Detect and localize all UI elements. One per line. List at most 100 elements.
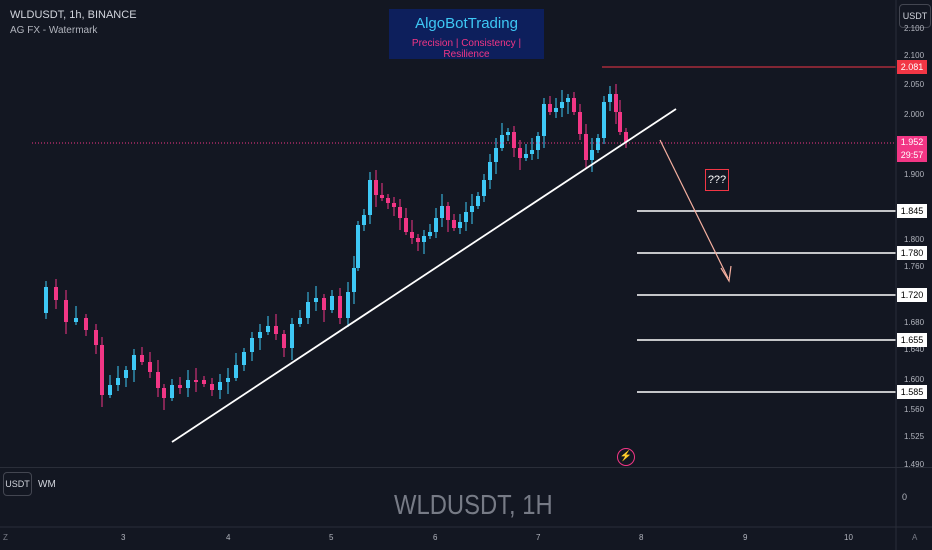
candle-body xyxy=(482,180,486,196)
candle-body xyxy=(446,206,450,220)
time-axis-edge-left: Z xyxy=(3,533,8,542)
candle-body xyxy=(64,300,68,322)
candle-body xyxy=(428,232,432,236)
price-tick: 2.050 xyxy=(904,80,925,89)
candle-body xyxy=(380,195,384,198)
candle-body xyxy=(140,355,144,362)
lightning-icon[interactable]: ⚡ xyxy=(617,448,635,466)
candle-body xyxy=(54,287,58,300)
candle-body xyxy=(596,138,600,150)
candle-body xyxy=(148,362,152,372)
candle-body xyxy=(330,296,334,310)
pane-divider[interactable] xyxy=(0,467,932,468)
candle-body xyxy=(94,330,98,345)
time-tick: 5 xyxy=(329,533,334,542)
symbol-title[interactable]: WLDUSDT, 1h, BINANCE xyxy=(10,9,137,21)
candle-body xyxy=(132,355,136,370)
candle-body xyxy=(352,268,356,292)
candle-body xyxy=(548,104,552,112)
candle-body xyxy=(392,203,396,207)
level-label: 1.845 xyxy=(897,204,927,218)
currency-button[interactable]: USDT xyxy=(899,4,931,28)
question-annotation[interactable]: ??? xyxy=(705,169,729,191)
time-tick: 3 xyxy=(121,533,126,542)
price-tick: 1.600 xyxy=(904,375,925,384)
candle-body xyxy=(170,385,174,398)
pane-indicator-label[interactable]: WM xyxy=(38,479,56,490)
candle-body xyxy=(470,206,474,212)
candle-body xyxy=(356,225,360,268)
time-axis-edge-right: A xyxy=(912,533,918,542)
candle-body xyxy=(566,98,570,102)
pane-currency-button[interactable]: USDT xyxy=(3,472,32,496)
candle-body xyxy=(306,302,310,318)
candle-body xyxy=(156,372,160,388)
candle-body xyxy=(578,112,582,134)
candle-body xyxy=(84,318,88,330)
candle-body xyxy=(506,132,510,135)
candle-body xyxy=(258,332,262,338)
candle-body xyxy=(618,112,622,132)
level-label: 1.720 xyxy=(897,288,927,302)
candle-body xyxy=(554,108,558,112)
candle-body xyxy=(536,136,540,150)
candle-body xyxy=(322,298,326,310)
time-tick: 8 xyxy=(639,533,644,542)
candle-body xyxy=(368,180,372,215)
price-tick: 1.560 xyxy=(904,405,925,414)
candle-body xyxy=(488,162,492,180)
candle-body xyxy=(416,238,420,242)
candle-body xyxy=(250,338,254,352)
candle-body xyxy=(210,384,214,390)
price-tick: 1.490 xyxy=(904,460,925,469)
candle-body xyxy=(464,212,468,222)
indicator-title[interactable]: AG FX - Watermark xyxy=(10,25,98,36)
candle-body xyxy=(386,198,390,203)
candle-body xyxy=(398,207,402,218)
candle-body xyxy=(374,180,378,195)
candle-body xyxy=(404,218,408,232)
current-price-value: 1.952 xyxy=(900,137,924,147)
price-tick: 1.525 xyxy=(904,432,925,441)
level-label: 1.780 xyxy=(897,246,927,260)
time-tick: 9 xyxy=(743,533,748,542)
price-tick: 2.100 xyxy=(904,24,925,33)
candle-body xyxy=(194,380,198,382)
candle-body xyxy=(434,218,438,232)
candle-body xyxy=(274,326,278,334)
logo-tagline: Precision | Consistency | Resilience xyxy=(411,38,522,60)
time-tick: 10 xyxy=(844,533,853,542)
candle-body xyxy=(362,215,366,225)
candle-body xyxy=(44,287,48,313)
candle-body xyxy=(266,326,270,332)
candle-body xyxy=(74,318,78,322)
logo-box: AlgoBotTrading Precision | Consistency |… xyxy=(389,9,544,60)
price-tick: 1.760 xyxy=(904,262,925,271)
trendline xyxy=(171,108,677,443)
time-tick: 7 xyxy=(536,533,541,542)
candle-body xyxy=(282,334,286,348)
candle-body xyxy=(584,134,588,160)
projection-arrow xyxy=(659,139,729,279)
price-tick: 1.800 xyxy=(904,235,925,244)
candle-body xyxy=(458,222,462,228)
candle-body xyxy=(338,296,342,318)
level-label: 1.585 xyxy=(897,385,927,399)
candle-body xyxy=(186,380,190,388)
candle-body xyxy=(202,380,206,384)
logo-title: AlgoBotTrading xyxy=(415,15,518,32)
candle-body xyxy=(162,388,166,398)
candle-body xyxy=(452,220,456,228)
symbol-watermark: WLDUSDT, 1H xyxy=(394,489,553,520)
candle-body xyxy=(410,232,414,238)
candle-body xyxy=(590,150,594,160)
candle-body xyxy=(346,292,350,318)
candle-body xyxy=(108,385,112,395)
candle-body xyxy=(614,94,618,112)
arrow-head-icon xyxy=(720,265,732,283)
candle-body xyxy=(124,370,128,378)
time-tick: 4 xyxy=(226,533,231,542)
level-label: 1.655 xyxy=(897,333,927,347)
pane-axis-zero: 0 xyxy=(902,492,908,502)
